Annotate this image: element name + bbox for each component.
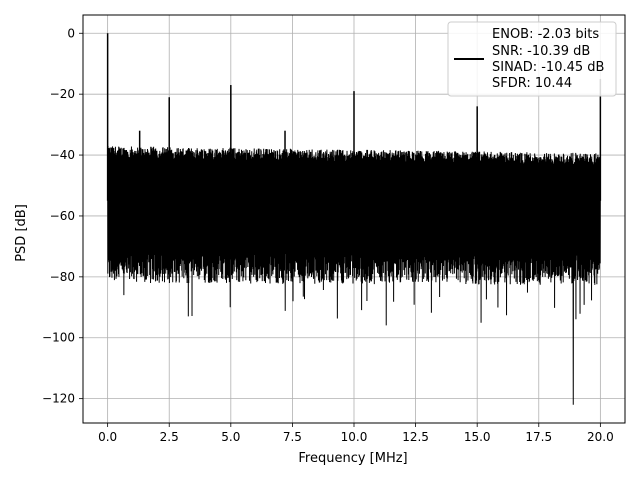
x-tick-label: 0.0 bbox=[98, 430, 117, 444]
legend-enob: ENOB: -2.03 bits bbox=[492, 27, 599, 42]
x-tick-label: 10.0 bbox=[341, 430, 368, 444]
x-tick-label: 15.0 bbox=[464, 430, 491, 444]
legend-sfdr: SFDR: 10.44 bbox=[492, 76, 572, 91]
x-tick-label: 7.5 bbox=[283, 430, 302, 444]
legend: ENOB: -2.03 bits SNR: -10.39 dB SINAD: -… bbox=[447, 21, 617, 97]
y-axis-label: PSD [dB] bbox=[14, 204, 29, 262]
x-tick-label: 5.0 bbox=[221, 430, 240, 444]
psd-trace bbox=[106, 33, 602, 405]
y-tick-label: −120 bbox=[42, 392, 75, 406]
x-tick-label: 20.0 bbox=[587, 430, 614, 444]
y-tick-label: −40 bbox=[50, 148, 75, 162]
x-tick-label: 12.5 bbox=[402, 430, 429, 444]
legend-snr: SNR: -10.39 dB bbox=[492, 44, 590, 59]
y-tick-label: −60 bbox=[50, 209, 75, 223]
x-axis-ticks: 0.0 2.5 5.0 7.5 10.0 12.5 15.0 17.5 20.0 bbox=[98, 423, 614, 444]
y-tick-label: 0 bbox=[67, 26, 75, 40]
x-tick-label: 17.5 bbox=[525, 430, 552, 444]
x-tick-label: 2.5 bbox=[160, 430, 179, 444]
y-tick-label: −80 bbox=[50, 270, 75, 284]
legend-sinad: SINAD: -10.45 dB bbox=[492, 60, 604, 75]
y-tick-label: −20 bbox=[50, 87, 75, 101]
y-tick-label: −100 bbox=[42, 331, 75, 345]
x-axis-label: Frequency [MHz] bbox=[298, 451, 407, 466]
legend-box bbox=[447, 21, 617, 97]
y-axis-ticks: 0 −20 −40 −60 −80 −100 −120 bbox=[42, 26, 83, 406]
